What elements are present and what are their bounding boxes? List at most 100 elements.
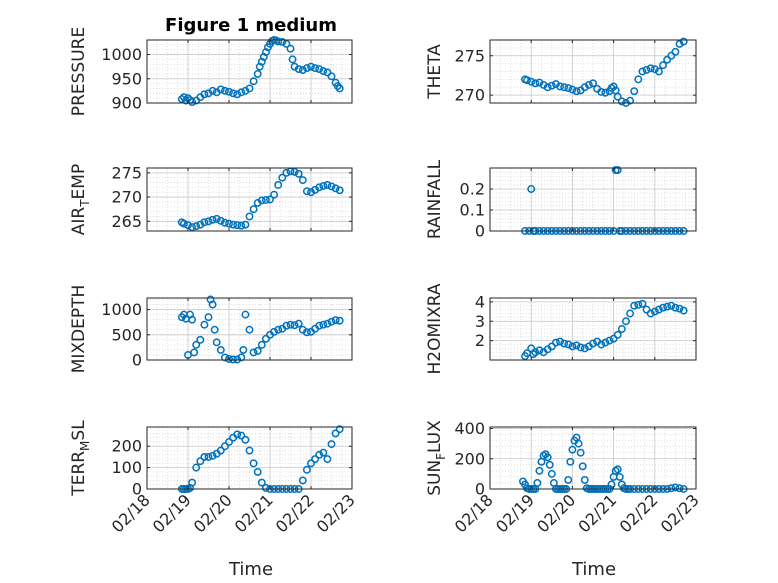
data-point: [319, 320, 328, 329]
data-point: [225, 438, 233, 446]
data-point: [626, 96, 635, 105]
data-point: [257, 478, 266, 487]
data-point: [282, 168, 291, 177]
data-point: [253, 467, 262, 476]
x-tick-label: 02/20: [533, 490, 579, 536]
data-point: [531, 348, 540, 357]
x-tick-label: 02/18: [451, 490, 497, 536]
data-point: [638, 299, 647, 308]
data-point: [564, 475, 573, 484]
data-point: [576, 343, 585, 352]
data-point: [212, 214, 221, 223]
data-point: [233, 221, 242, 230]
data-point: [241, 435, 250, 444]
data-point: [613, 92, 622, 101]
data-point: [237, 221, 246, 230]
data-point: [617, 97, 626, 106]
data-point: [298, 176, 307, 185]
data-point: [564, 84, 573, 92]
axes-box: [146, 39, 353, 104]
data-point: [679, 37, 688, 46]
data-point: [302, 187, 311, 196]
data-point: [237, 353, 246, 362]
data-point: [556, 337, 564, 346]
data-point: [204, 217, 213, 226]
data-point: [607, 480, 616, 489]
data-point: [249, 77, 258, 86]
data-point: [200, 320, 209, 329]
data-point: [615, 472, 624, 481]
data-point: [589, 79, 597, 88]
plot-area: [490, 168, 696, 231]
data-point: [613, 465, 622, 474]
data-point: [601, 338, 610, 347]
subplot-h2omixra: 234 H2OMIXRA: [425, 283, 697, 375]
x-tick-label: 02/22: [616, 490, 662, 536]
data-point: [319, 181, 328, 190]
subplot-air-temp: 265 270 275 AIRTEMP: [69, 163, 353, 235]
axes-box: [146, 297, 353, 361]
data-point: [216, 216, 225, 225]
y-tick-label: 2: [475, 331, 485, 350]
data-point: [274, 37, 283, 46]
data-point: [249, 205, 258, 214]
data-point: [311, 455, 320, 464]
axes-box: [146, 167, 353, 232]
data-point: [294, 319, 303, 328]
data-point: [192, 222, 201, 231]
data-point: [278, 173, 287, 182]
y-tick-label: 0.2: [460, 180, 485, 199]
y-tick-label: 100: [111, 458, 142, 477]
data-point: [568, 85, 577, 94]
data-point: [270, 190, 279, 199]
data-point: [188, 223, 197, 232]
data-point: [245, 446, 254, 455]
data-point: [220, 353, 229, 362]
data-point: [196, 335, 205, 344]
data-point: [286, 320, 295, 329]
data-point: [589, 339, 597, 348]
data-point: [547, 81, 556, 90]
data-point: [659, 303, 667, 312]
data-point: [535, 466, 544, 475]
data-point: [663, 55, 672, 64]
data-point: [290, 167, 299, 176]
data-point: [225, 355, 233, 363]
data-point: [679, 306, 688, 315]
data-point: [294, 169, 303, 178]
x-tick-label: 02/19: [149, 490, 195, 536]
data-point: [290, 321, 299, 330]
y-tick-label: 3: [475, 312, 485, 331]
data-point: [671, 47, 680, 56]
data-point: [245, 212, 254, 221]
data-point: [659, 61, 667, 70]
data-point: [208, 300, 217, 309]
data-point: [634, 75, 643, 84]
data-point: [190, 348, 199, 357]
y-axis-label-1: THETA: [425, 44, 445, 100]
data-point: [327, 72, 336, 81]
data-point: [229, 89, 238, 98]
data-point: [331, 316, 340, 325]
y-tick-label: 0: [475, 222, 485, 241]
axes-box: [489, 39, 697, 104]
data-point: [584, 80, 593, 89]
axes-box: [146, 426, 353, 490]
data-point: [261, 334, 270, 343]
data-point: [245, 325, 254, 334]
data-point: [650, 307, 659, 316]
data-point: [315, 321, 324, 330]
data-point: [220, 442, 229, 451]
data-point: [580, 344, 589, 353]
y-axis-label-7: SUNFLUX: [425, 420, 448, 496]
x-tick-label: 02/22: [272, 490, 318, 536]
data-point: [270, 327, 279, 336]
data-point: [609, 82, 618, 91]
y-tick-label: 270: [111, 188, 142, 207]
y-tick-label: 270: [454, 86, 485, 105]
data-point: [626, 309, 635, 318]
data-point: [210, 325, 219, 334]
data-point: [261, 196, 270, 204]
data-point: [196, 457, 205, 466]
data-point: [535, 346, 544, 355]
